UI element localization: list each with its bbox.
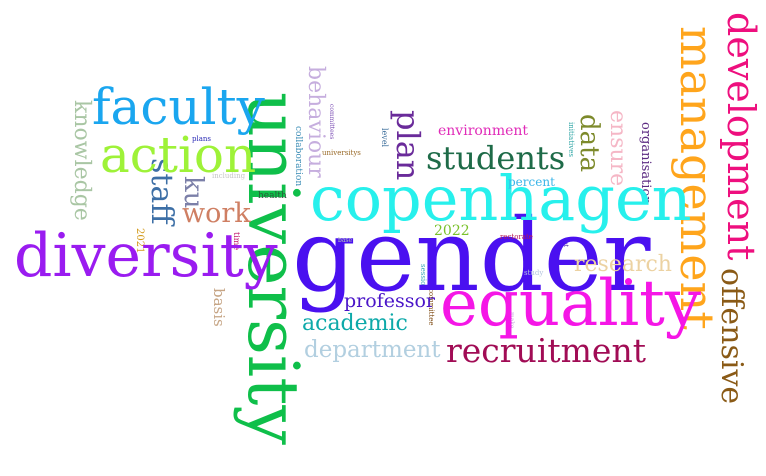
- word-knowledge: knowledge: [69, 100, 94, 221]
- word-study: study: [524, 269, 544, 277]
- word-research: research: [574, 252, 672, 277]
- word-committees: committees: [328, 104, 335, 140]
- word-department: department: [304, 337, 441, 363]
- word-development: development: [719, 12, 763, 261]
- word-percent: percent: [508, 175, 555, 189]
- word-offensive: offensive: [714, 268, 749, 405]
- word-gender: gender: [292, 197, 651, 314]
- word-action: action: [100, 126, 257, 184]
- word-copenhagen: copenhagen: [310, 162, 692, 235]
- word-students: students: [426, 139, 566, 177]
- word-including: including: [212, 172, 246, 180]
- word-universitys: universitys: [322, 149, 361, 157]
- word-equality: equality: [440, 267, 702, 341]
- word-faculty: faculty: [92, 78, 265, 136]
- word-diversity: diversity: [14, 221, 278, 291]
- word-basis: basis: [210, 288, 228, 327]
- word-base: base: [338, 237, 353, 244]
- word-rectorate: rectorate: [500, 233, 533, 241]
- word-2022: 2022: [434, 223, 470, 239]
- word-health: health: [258, 191, 287, 201]
- word-collaboration: collaboration: [293, 126, 303, 187]
- word-initiatives: initiatives: [567, 122, 575, 157]
- word-work: work: [182, 198, 251, 229]
- word-level: level: [380, 128, 389, 148]
- word-plans: plans: [192, 135, 211, 143]
- word-academic: academic: [302, 311, 408, 336]
- word-recruitment: recruitment: [446, 331, 646, 370]
- word-professor: professor: [344, 290, 435, 312]
- word-environment: environment: [438, 123, 529, 139]
